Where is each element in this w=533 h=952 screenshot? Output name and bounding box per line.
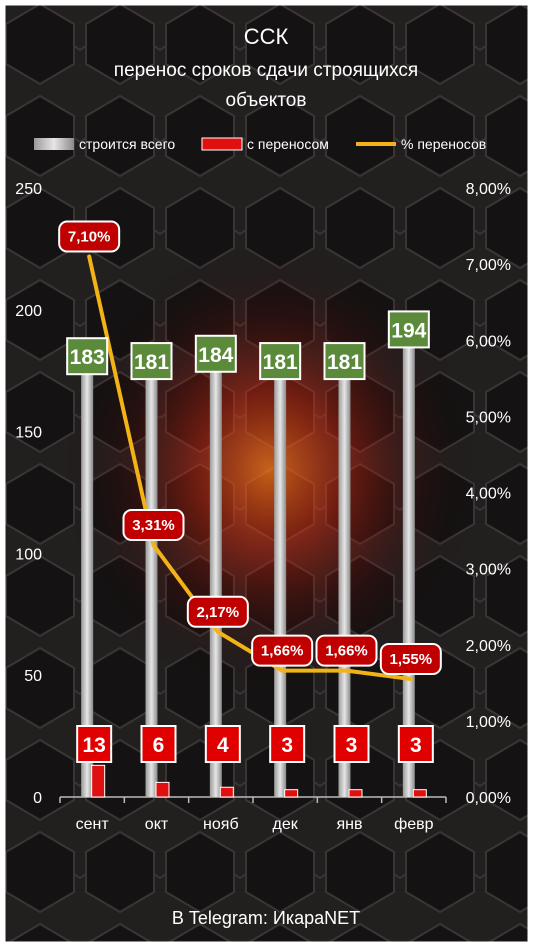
y-left-tick-label: 200	[15, 303, 42, 320]
pct-line-layer	[87, 254, 413, 682]
delayed-value-label: 13	[82, 734, 105, 757]
axes: 0 50 100 150 200 250 0,00% 1,00% 2,00% 3,00% 4,00%…	[15, 181, 511, 833]
chart-title: ССК	[244, 24, 289, 49]
delayed-value-label-box	[333, 725, 370, 763]
pct-point	[215, 629, 220, 634]
bar-delayed	[412, 789, 427, 798]
x-tick-label: сент	[76, 816, 110, 833]
legend-swatch-delayed	[201, 137, 243, 151]
pct-value-label: 1,66%	[325, 643, 368, 660]
pct-point	[280, 668, 285, 673]
delayed-value-label-box	[140, 725, 177, 763]
total-value-label: 184	[198, 344, 233, 367]
legend-label-total: строится всего	[79, 136, 175, 152]
x-tick-label: февр	[394, 816, 434, 833]
pct-value-label-box	[122, 509, 185, 542]
delayed-value-label: 4	[217, 734, 229, 757]
pct-point	[151, 543, 156, 548]
total-value-label-box	[66, 337, 109, 376]
delayed-value-label: 3	[281, 734, 293, 757]
y-left-tick-label: 100	[15, 546, 42, 563]
background-glow	[60, 240, 480, 700]
total-value-label: 181	[134, 351, 169, 374]
pct-value-label: 1,55%	[390, 651, 433, 668]
pct-point	[344, 668, 349, 673]
pct-value-label-box	[379, 643, 442, 676]
y-left-tick-label: 50	[24, 668, 42, 685]
y-right-tick-label: 6,00%	[466, 333, 511, 350]
bar-total	[81, 351, 94, 797]
total-value-label-box	[259, 342, 302, 381]
pct-value-label: 7,10%	[68, 229, 111, 246]
bar-total	[145, 356, 158, 797]
total-value-label: 194	[391, 319, 426, 342]
y-left-tick-label: 150	[15, 425, 42, 442]
y-right-tick-label: 4,00%	[466, 486, 511, 503]
pct-point	[408, 677, 413, 682]
pct-value-label-box	[186, 595, 249, 628]
chart-subtitle-line1: перенос сроков сдачи строящихся	[114, 60, 418, 81]
y-left-tick-label: 0	[33, 790, 42, 807]
y-right-tick-label: 1,00%	[466, 714, 511, 731]
chart-subtitle-line2: объектов	[226, 90, 307, 111]
total-value-label-box	[323, 342, 366, 381]
delayed-value-label: 3	[410, 734, 422, 757]
delayed-value-label-box	[76, 725, 113, 763]
x-tick-label: окт	[145, 816, 169, 833]
legend-label-delayed: с переносом	[247, 136, 329, 152]
legend-swatch-total	[34, 138, 74, 150]
pct-value-label-box	[58, 220, 121, 253]
total-value-label: 181	[327, 351, 362, 374]
pct-value-label-box	[251, 634, 314, 667]
pct-line	[87, 256, 412, 681]
x-tick-label: нояб	[203, 816, 239, 833]
legend: строится всего с переносом % переносов	[34, 136, 486, 152]
delayed-value-label-box	[204, 725, 241, 763]
pct-value-label: 2,17%	[197, 604, 240, 621]
bar-delayed	[284, 789, 299, 798]
data-labels: 183 181 184 181 181 194 13 6 4 3 3 3 7,10% 3,31% 2,17%…	[58, 220, 442, 763]
delayed-value-label-box	[269, 725, 306, 763]
total-value-label: 183	[70, 346, 105, 369]
bar-total	[338, 356, 351, 797]
y-right-tick-label: 0,00%	[466, 790, 511, 807]
footer-text: В Telegram: ИкараNET	[172, 908, 360, 928]
pct-value-label-box	[315, 634, 378, 667]
total-value-label-box	[130, 342, 173, 381]
y-right-tick-label: 3,00%	[466, 562, 511, 579]
total-value-label-box	[387, 310, 430, 349]
bar-delayed	[155, 781, 170, 798]
bar-delayed	[219, 786, 234, 798]
delayed-value-label: 3	[346, 734, 358, 757]
legend-label-pct: % переносов	[401, 136, 486, 152]
pct-point	[87, 254, 92, 259]
y-right-tick-label: 2,00%	[466, 638, 511, 655]
y-right-tick-label: 7,00%	[466, 257, 511, 274]
y-right-tick-label: 8,00%	[466, 181, 511, 198]
bar-total	[274, 356, 287, 797]
pct-value-label: 3,31%	[132, 517, 175, 534]
bar-total	[209, 348, 222, 797]
x-tick-label: янв	[337, 816, 363, 833]
total-value-label: 181	[263, 351, 298, 374]
total-value-label-box	[194, 334, 237, 373]
bar-delayed	[348, 789, 363, 798]
bar-delayed	[91, 764, 106, 798]
delayed-value-label-box	[397, 725, 434, 763]
y-right-tick-label: 5,00%	[466, 409, 511, 426]
y-left-tick-label: 250	[15, 181, 42, 198]
pct-value-label: 1,66%	[261, 643, 304, 660]
x-tick-label: дек	[273, 816, 299, 833]
delayed-value-label: 6	[153, 734, 165, 757]
